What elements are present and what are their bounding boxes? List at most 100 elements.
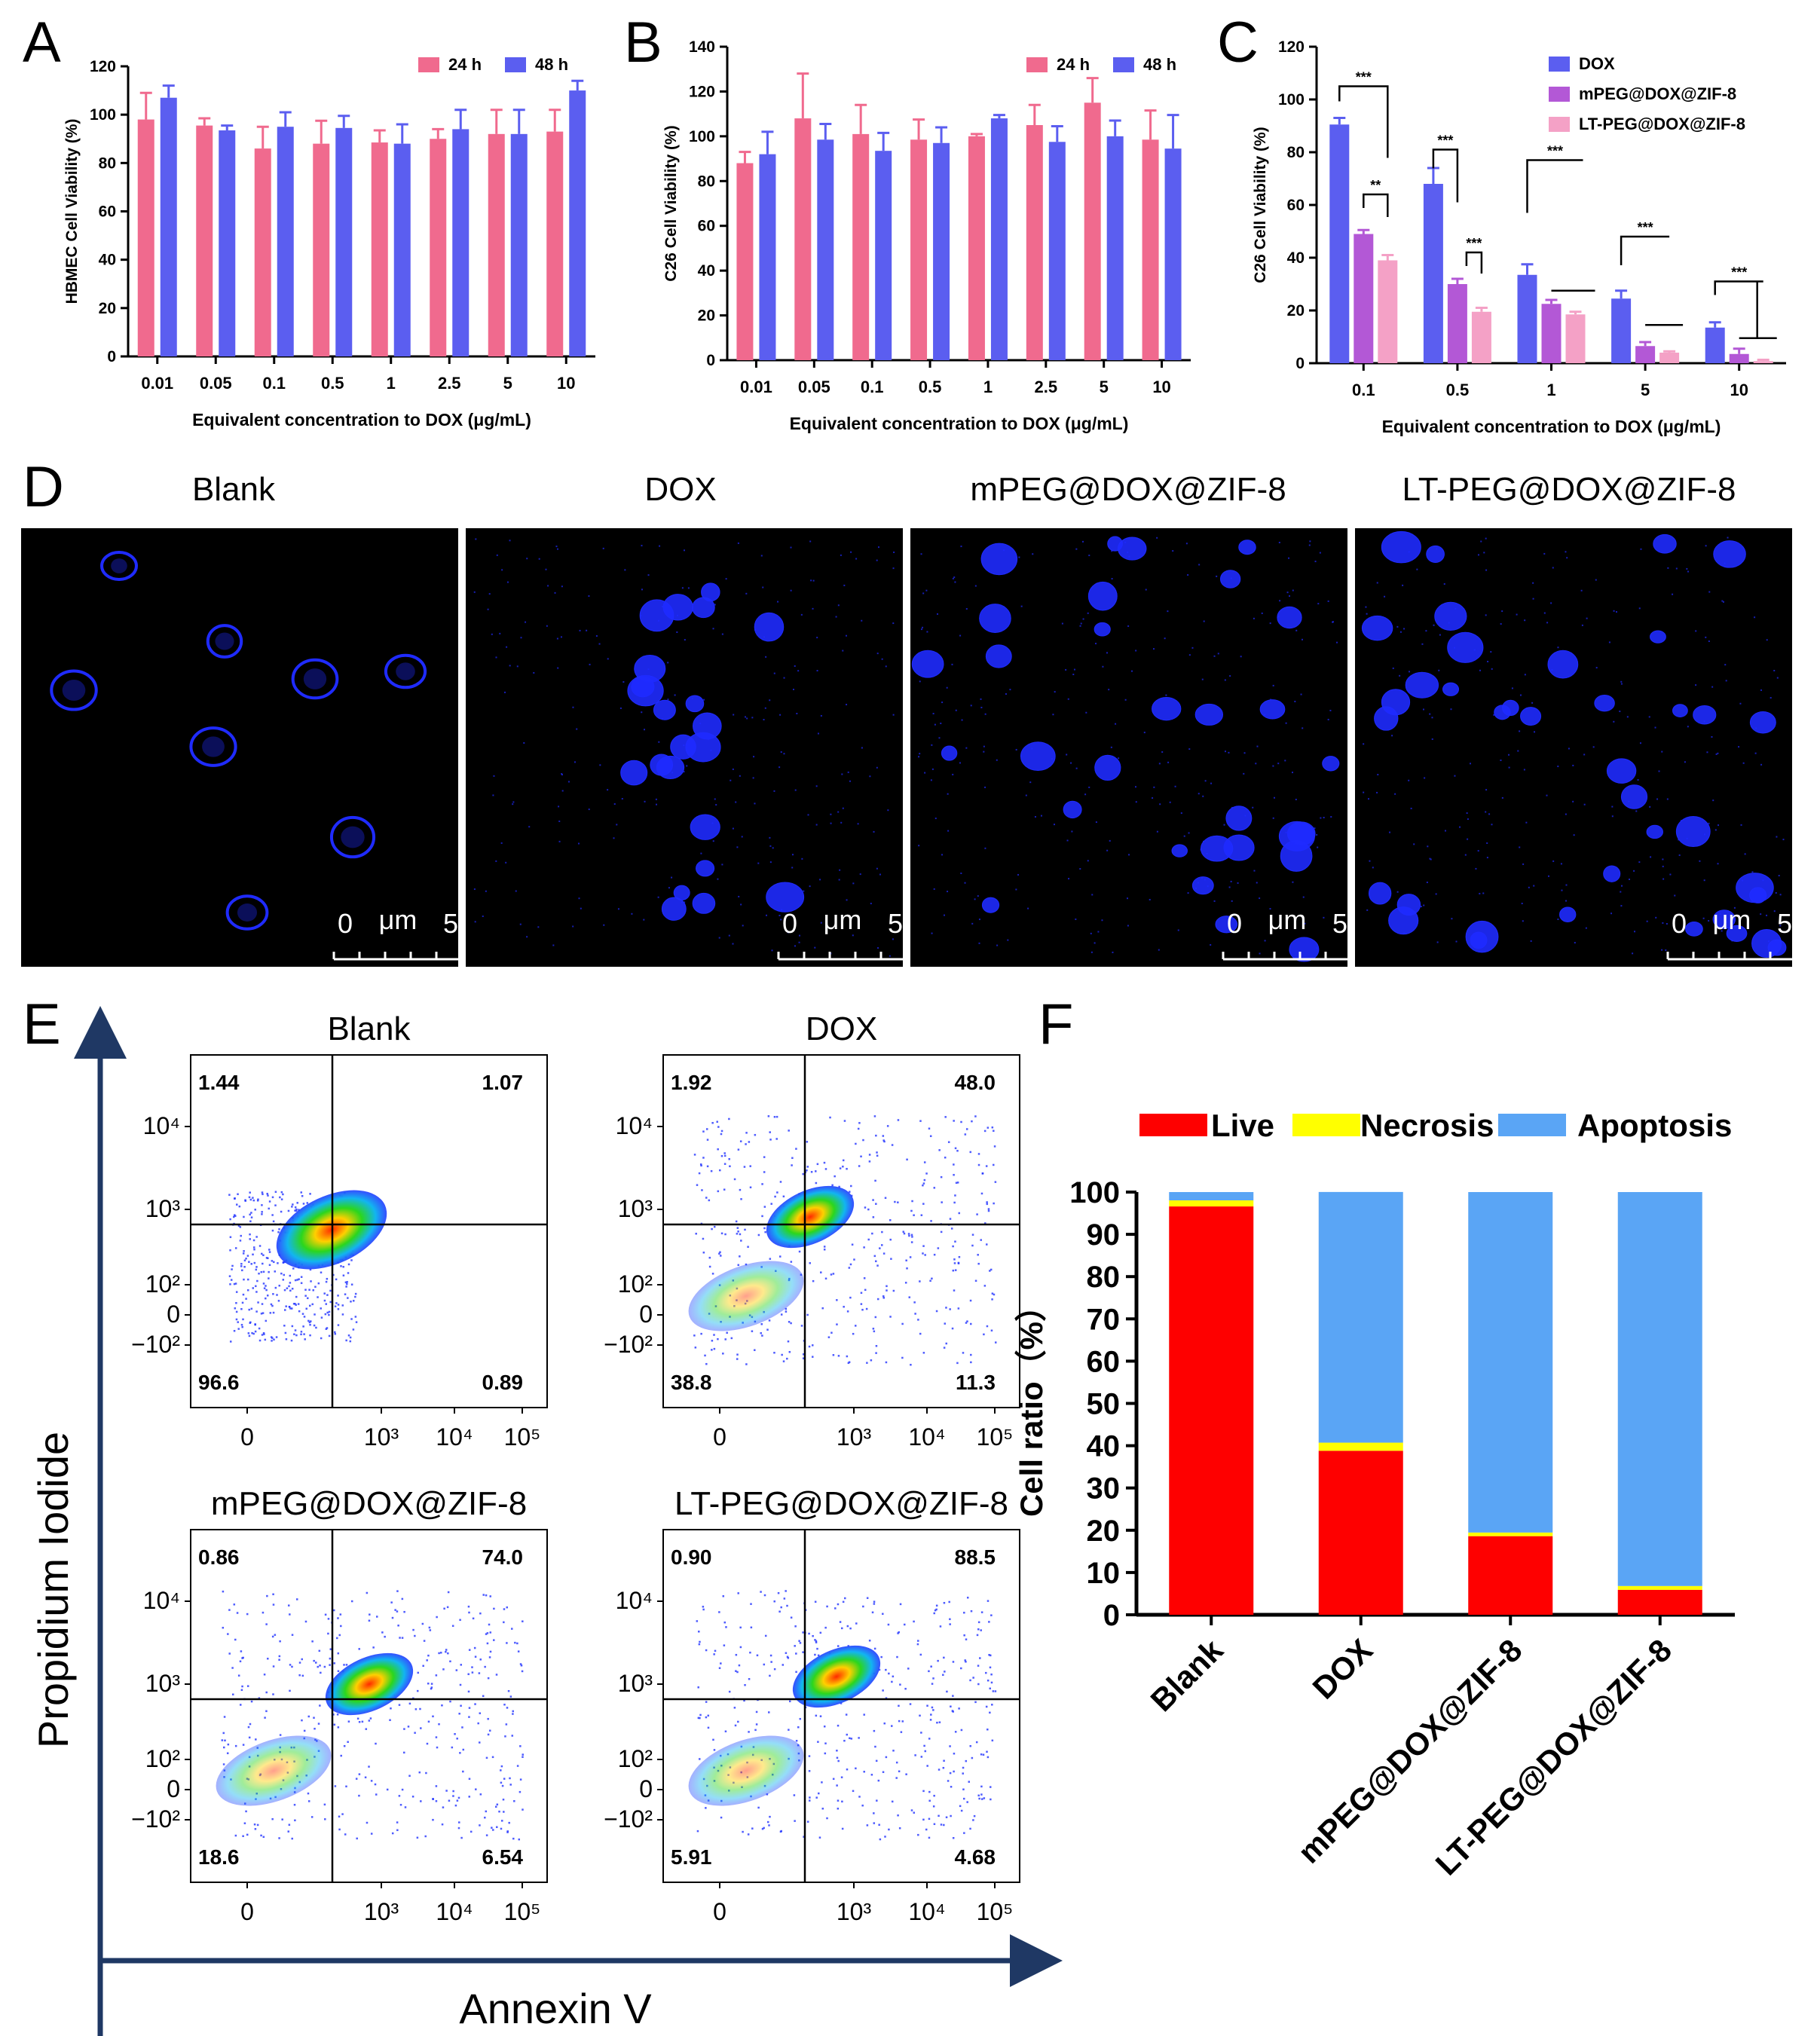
flow-x-tick-label: 0 (713, 1898, 726, 1925)
bar (1106, 136, 1124, 360)
chart-f: 0 10 20 30 40 50 60 70 80 90 100 Cell ratio（%） Blank… (1014, 1108, 1735, 1882)
cell-nucleus (701, 582, 720, 602)
y-tick-label: 80 (99, 154, 116, 172)
bar (219, 130, 236, 357)
stacked-bar-segment (1169, 1192, 1254, 1200)
bar (452, 129, 470, 356)
panel-letter-f: F (1038, 992, 1073, 1056)
flow-plot-frame (190, 1529, 548, 1883)
cell-nucleus (50, 669, 98, 711)
flow-x-tick-label: 10⁵ (977, 1423, 1014, 1451)
panel-letter-d: D (23, 455, 64, 519)
quadrant-lr-value: 6.54 (482, 1845, 524, 1869)
legend-label: Live (1211, 1108, 1274, 1143)
bar (1447, 284, 1467, 363)
micro-background (910, 528, 1347, 967)
cell-nucleus (100, 550, 138, 582)
y-tick-label: 40 (698, 262, 715, 280)
y-tick-label: 10 (1087, 1557, 1121, 1590)
bar (313, 143, 330, 356)
y-axis-title: HBMEC Cell Viability (%) (63, 119, 81, 304)
flow-y-tick-label: 10⁴ (616, 1587, 653, 1614)
y-tick-label: 80 (698, 173, 715, 190)
panel-e-flow: Propidium Iodide Annexin V Blank 1.44 1.07… (29, 1006, 1063, 2036)
flow-x-tick-label: 10⁵ (504, 1423, 541, 1451)
panel-letter-b: B (624, 11, 662, 75)
y-tick-label: 40 (1087, 1430, 1121, 1463)
flow-y-tick-label: 0 (167, 1301, 180, 1328)
x-tick-label: 5 (1100, 378, 1109, 396)
cell-nucleus (1322, 756, 1340, 772)
cell-nucleus (1215, 916, 1238, 934)
quadrant-ur-value: 48.0 (955, 1071, 996, 1094)
cell-nucleus (1118, 537, 1147, 561)
legend-label: 24 h (448, 55, 482, 74)
flow-plot-dox: DOX 1.92 48.0 38.8 11.3 −10² 0 10² 10³ 10⁴ 0 10³ 10⁴… (604, 1010, 1020, 1451)
y-tick-label: 20 (1087, 1515, 1121, 1548)
bar (254, 148, 271, 357)
legend-label: LT-PEG@DOX@ZIF-8 (1579, 115, 1745, 133)
legend-label: 24 h (1057, 55, 1090, 74)
cell-nucleus (1520, 707, 1542, 726)
density-cluster (766, 1185, 855, 1249)
bar (137, 119, 154, 357)
cell-nucleus (1470, 931, 1488, 949)
legend-swatch (1026, 57, 1048, 72)
significance-label: *** (1547, 144, 1563, 159)
cell-nucleus (1094, 754, 1121, 781)
density-cluster (688, 1261, 804, 1331)
y-tick-label: 120 (90, 58, 116, 75)
stacked-bar-segment (1468, 1192, 1553, 1533)
cell-nucleus (661, 897, 687, 921)
bar (1541, 304, 1562, 363)
nucleus-core (111, 558, 127, 573)
flow-x-tick-label: 10⁴ (908, 1898, 945, 1925)
cell-nucleus (620, 760, 648, 786)
panel-letter-c: C (1217, 11, 1259, 75)
cell-nucleus (1713, 540, 1746, 568)
scale-start: 0 (1227, 908, 1242, 939)
x-tick-label: Blank (1144, 1632, 1231, 1719)
bar (817, 139, 834, 361)
flow-x-tick-label: 10⁵ (977, 1898, 1014, 1925)
bar (1753, 361, 1773, 363)
micro-title-ltpeg: LT-PEG@DOX@ZIF-8 (1402, 471, 1736, 508)
quadrant-ur-value: 1.07 (482, 1071, 524, 1094)
x-tick-label: 1 (387, 374, 396, 393)
flow-events (693, 1115, 997, 1366)
flow-y-tick-label: 10⁴ (143, 1112, 180, 1139)
cell-nucleus (1223, 834, 1255, 861)
nucleus-core (303, 668, 327, 689)
x-tick-label: 0.1 (262, 374, 286, 393)
cell-nucleus (1405, 671, 1439, 699)
legend-swatch (1549, 117, 1570, 132)
density-cluster (688, 1735, 804, 1806)
significance-bracket (1338, 85, 1389, 158)
legend-label: Necrosis (1360, 1108, 1494, 1143)
flow-plot-title: mPEG@DOX@ZIF-8 (211, 1485, 527, 1522)
bar (990, 118, 1008, 361)
cell-nucleus (1171, 844, 1188, 858)
bar (546, 131, 564, 356)
scale-bar (332, 952, 463, 961)
bar (393, 143, 411, 356)
cell-nucleus (1381, 689, 1411, 716)
bar (759, 154, 776, 360)
y-axis-title: Cell ratio（%） (1014, 1290, 1049, 1517)
flow-y-tick-label: 10³ (145, 1195, 181, 1222)
quadrant-ul-value: 0.90 (671, 1545, 712, 1569)
x-tick-label: 10 (1152, 378, 1170, 396)
x-tick-label: 0.1 (1352, 381, 1375, 399)
bar (371, 142, 388, 356)
cell-nucleus (670, 734, 696, 760)
significance-bracket (1465, 251, 1483, 274)
legend-swatch (1549, 57, 1570, 72)
y-tick-label: 20 (1287, 302, 1305, 319)
cell-nucleus (1152, 696, 1182, 721)
bar (1026, 125, 1043, 360)
flow-y-tick-label: 10⁴ (143, 1587, 180, 1614)
flow-x-tick-label: 10⁴ (436, 1898, 473, 1925)
scale-end: 50 (1777, 908, 1807, 939)
bar (1084, 102, 1101, 361)
x-tick-label: 1 (983, 378, 993, 396)
